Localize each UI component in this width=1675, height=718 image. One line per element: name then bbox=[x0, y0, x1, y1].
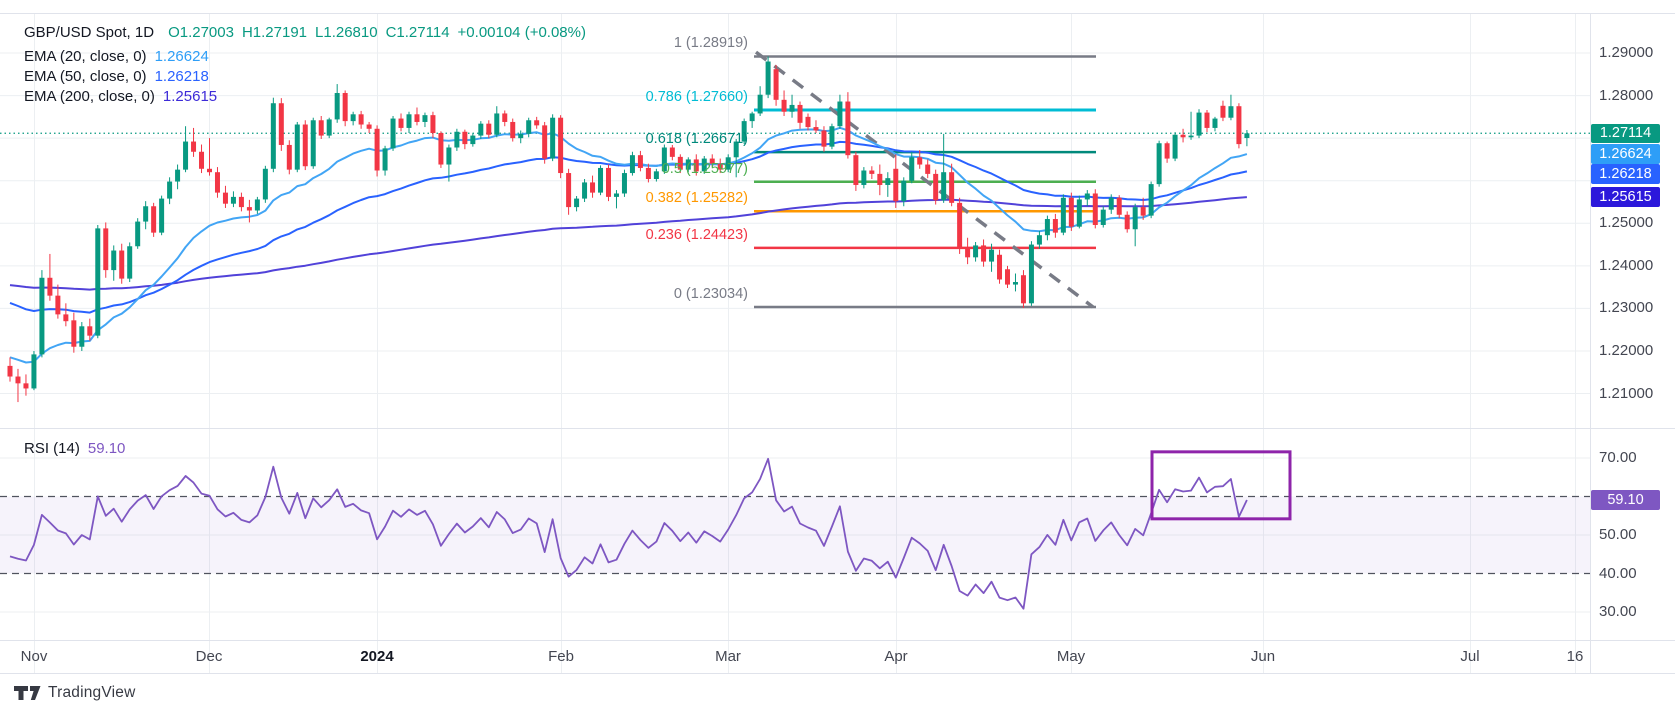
ohlc-open: O1.27003 bbox=[168, 24, 234, 41]
symbol-title: GBP/USD Spot, 1D bbox=[24, 24, 155, 41]
ema200-label: EMA (200, close, 0) bbox=[24, 88, 155, 105]
fib-level-label[interactable]: 0.236 (1.24423) bbox=[645, 226, 748, 243]
time-axis-label: Nov bbox=[20, 648, 48, 665]
price-badge: 1.27114 bbox=[1591, 123, 1660, 144]
price-axis-label: 1.22000 bbox=[1599, 341, 1654, 359]
time-axis-label: 2024 bbox=[360, 648, 394, 665]
tradingview-logo-icon bbox=[14, 686, 41, 700]
price-axis-label: 1.21000 bbox=[1599, 384, 1654, 402]
price-axis-label: 1.24000 bbox=[1599, 256, 1654, 274]
ema20-label: EMA (20, close, 0) bbox=[24, 48, 147, 65]
rsi-value: 59.10 bbox=[87, 440, 126, 457]
ohlc-close: C1.27114 bbox=[385, 24, 450, 41]
time-axis-label: 16 bbox=[1566, 648, 1584, 665]
price-badge: 1.26624 bbox=[1591, 144, 1660, 164]
rsi-legend-row[interactable]: RSI (14) 59.10 bbox=[24, 440, 125, 457]
rsi-axis-label: 50.00 bbox=[1599, 526, 1637, 543]
ema20-legend-row[interactable]: EMA (20, close, 0) 1.26624 bbox=[24, 48, 209, 65]
price-badge: 1.26218 bbox=[1591, 164, 1660, 184]
ema200-value: 1.25615 bbox=[162, 88, 218, 105]
price-axis-label: 1.23000 bbox=[1599, 299, 1654, 317]
time-axis-label: May bbox=[1056, 648, 1086, 665]
price-axis-label: 1.28000 bbox=[1599, 86, 1654, 104]
time-axis-label: Feb bbox=[548, 648, 574, 665]
time-axis-label: Jul bbox=[1460, 648, 1480, 665]
fib-level-label[interactable]: 0.5 (1.25977) bbox=[661, 160, 748, 177]
time-axis-label: Apr bbox=[884, 648, 908, 665]
price-axis-label: 1.25000 bbox=[1599, 214, 1654, 232]
ema20-value: 1.26624 bbox=[154, 48, 209, 65]
time-axis-label: Dec bbox=[195, 648, 223, 665]
ohlc-low: L1.26810 bbox=[315, 24, 378, 41]
time-axis-label: Mar bbox=[715, 648, 741, 665]
price-axis-label: 1.29000 bbox=[1599, 44, 1654, 61]
symbol-legend-row[interactable]: GBP/USD Spot, 1D O1.27003 H1.27191 L1.26… bbox=[24, 24, 586, 41]
rsi-badge: 59.10 bbox=[1591, 490, 1660, 510]
rsi-axis-label: 30.00 bbox=[1599, 603, 1637, 620]
fib-level-label[interactable]: 0.786 (1.27660) bbox=[645, 89, 748, 106]
fib-level-label[interactable]: 0 (1.23034) bbox=[673, 285, 748, 302]
rsi-axis-label: 70.00 bbox=[1599, 449, 1637, 466]
price-badge: 1.25615 bbox=[1591, 187, 1660, 207]
fib-level-label[interactable]: 1 (1.28919) bbox=[673, 35, 748, 52]
ohlc-change: +0.00104 (+0.08%) bbox=[457, 24, 586, 41]
ema200-legend-row[interactable]: EMA (200, close, 0) 1.25615 bbox=[24, 88, 217, 105]
time-axis-label: Jun bbox=[1250, 648, 1276, 665]
ema50-legend-row[interactable]: EMA (50, close, 0) 1.26218 bbox=[24, 68, 209, 85]
fib-level-label[interactable]: 0.618 (1.26671) bbox=[645, 131, 748, 148]
ema50-value: 1.26218 bbox=[154, 68, 209, 85]
fib-level-label[interactable]: 0.382 (1.25282) bbox=[645, 190, 748, 207]
rsi-axis-label: 40.00 bbox=[1599, 564, 1637, 582]
ema50-label: EMA (50, close, 0) bbox=[24, 68, 147, 85]
brand-name: TradingView bbox=[48, 684, 136, 701]
ohlc-high: H1.27191 bbox=[241, 24, 308, 41]
rsi-label: RSI (14) bbox=[24, 440, 80, 457]
tradingview-attribution[interactable]: TradingView bbox=[14, 684, 136, 702]
